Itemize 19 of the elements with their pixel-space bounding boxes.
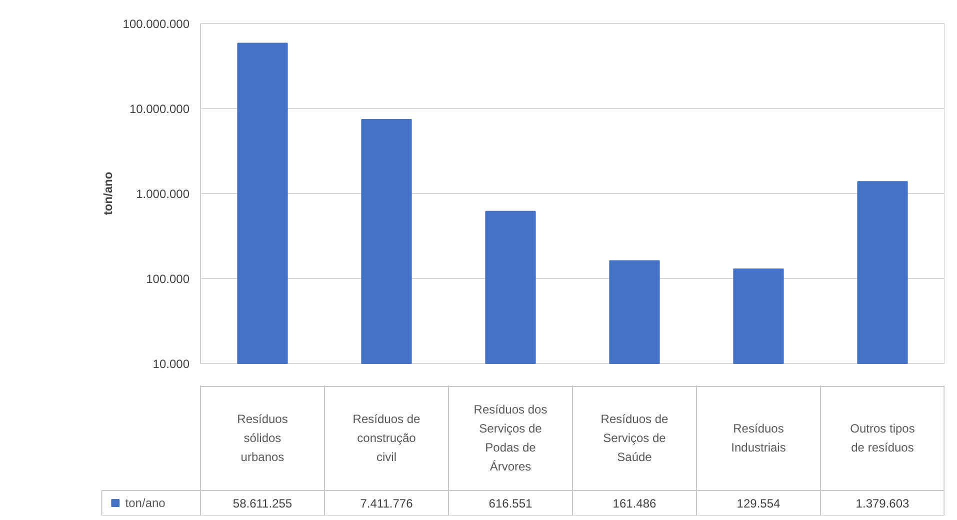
- x-tick-label: Resíduos de construção civil: [352, 412, 421, 464]
- legend-label: ton/ano: [125, 496, 166, 510]
- data-label: 616.551: [488, 496, 533, 510]
- y-tick-label: 10.000.000: [129, 102, 190, 116]
- data-label: 7.411.776: [360, 496, 414, 510]
- data-label: 1.379.603: [856, 496, 910, 510]
- x-tick-label: Resíduos Industriais: [731, 422, 786, 454]
- y-tick-label: 1.000.000: [136, 187, 190, 201]
- x-tick-label: Resíduos sólidos urbanos: [237, 412, 288, 464]
- x-tick-label: Resíduos de Serviços de Saúde: [600, 412, 669, 464]
- x-tick-label: Resíduos dos Serviços de Podas de Árvores: [474, 402, 548, 474]
- data-label: 129.554: [736, 496, 781, 510]
- data-label: 58.611.255: [232, 496, 292, 510]
- data-label: 161.486: [612, 496, 657, 510]
- x-tick-label: Outros tipos de resíduos: [850, 422, 915, 454]
- y-axis-title: ton/ano: [100, 172, 115, 216]
- y-tick-label: 100.000.000: [122, 17, 190, 31]
- y-tick-label: 10.000: [152, 357, 190, 371]
- y-tick-label: 100.000: [146, 272, 190, 286]
